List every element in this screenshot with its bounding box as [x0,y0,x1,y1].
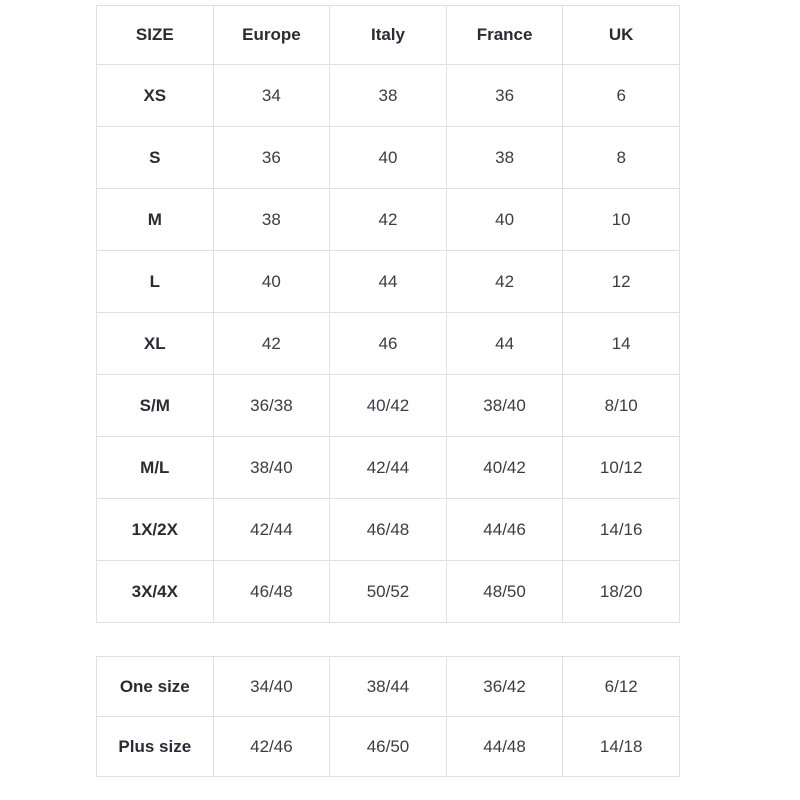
table-cell: 50/52 [329,560,447,623]
table-cell: 6/12 [562,656,680,717]
table-cell: 36/38 [212,374,331,437]
table-cell: 14/16 [562,498,680,561]
table-cell: 48/50 [445,560,564,623]
table-row-m: M 38 42 40 10 [96,188,680,251]
table-cell: 44/46 [445,498,564,561]
table-row-xl: XL 42 46 44 14 [96,312,680,375]
table-cell: 38/44 [329,656,447,717]
row-label: M/L [96,436,214,499]
table-cell: 38/40 [212,436,331,499]
row-label: S/M [96,374,214,437]
column-header-size: SIZE [96,5,214,65]
table-cell: 38 [445,126,564,189]
row-label: S [96,126,214,189]
row-label: L [96,250,214,313]
table-cell: 38 [212,188,331,251]
row-label: XS [96,64,214,127]
table-cell: 12 [562,250,680,313]
table-row-plus-size: Plus size 42/46 46/50 44/48 14/18 [96,716,680,777]
table-row-ml: M/L 38/40 42/44 40/42 10/12 [96,436,680,499]
table-cell: 36 [212,126,331,189]
table-cell: 36 [445,64,564,127]
table-cell: 46/50 [329,716,447,777]
table-cell: 46/48 [212,560,331,623]
table-cell: 46/48 [329,498,447,561]
table-row-1x2x: 1X/2X 42/44 46/48 44/46 14/16 [96,498,680,561]
table-row-sm: S/M 36/38 40/42 38/40 8/10 [96,374,680,437]
table-cell: 42/46 [212,716,331,777]
row-label: XL [96,312,214,375]
special-sizes-table: One size 34/40 38/44 36/42 6/12 Plus siz… [96,656,680,777]
table-cell: 46 [329,312,447,375]
table-cell: 8/10 [562,374,680,437]
row-label: One size [96,656,214,717]
table-cell: 8 [562,126,680,189]
table-cell: 38 [329,64,447,127]
table-cell: 40 [329,126,447,189]
table-cell: 36/42 [445,656,564,717]
row-label: M [96,188,214,251]
size-conversion-table: SIZE Europe Italy France UK XS 34 38 36 … [96,5,680,623]
table-row-one-size: One size 34/40 38/44 36/42 6/12 [96,656,680,717]
table-cell: 14/18 [562,716,680,777]
table-cell: 40/42 [445,436,564,499]
row-label: 1X/2X [96,498,214,561]
table-cell: 44 [445,312,564,375]
column-header-europe: Europe [212,5,331,65]
table-cell: 40 [445,188,564,251]
table-header-row: SIZE Europe Italy France UK [96,5,680,65]
table-cell: 42 [329,188,447,251]
table-cell: 34/40 [212,656,331,717]
table-cell: 44/48 [445,716,564,777]
table-row-xs: XS 34 38 36 6 [96,64,680,127]
row-label: Plus size [96,716,214,777]
table-cell: 42/44 [212,498,331,561]
column-header-uk: UK [562,5,680,65]
table-cell: 40 [212,250,331,313]
table-cell: 34 [212,64,331,127]
table-row-s: S 36 40 38 8 [96,126,680,189]
table-cell: 6 [562,64,680,127]
table-cell: 42 [212,312,331,375]
table-cell: 10/12 [562,436,680,499]
table-cell: 42 [445,250,564,313]
column-header-france: France [445,5,564,65]
table-cell: 40/42 [329,374,447,437]
table-cell: 10 [562,188,680,251]
row-label: 3X/4X [96,560,214,623]
table-cell: 44 [329,250,447,313]
table-cell: 18/20 [562,560,680,623]
column-header-italy: Italy [329,5,447,65]
table-cell: 42/44 [329,436,447,499]
table-cell: 38/40 [445,374,564,437]
table-row-3x4x: 3X/4X 46/48 50/52 48/50 18/20 [96,560,680,623]
table-row-l: L 40 44 42 12 [96,250,680,313]
table-cell: 14 [562,312,680,375]
